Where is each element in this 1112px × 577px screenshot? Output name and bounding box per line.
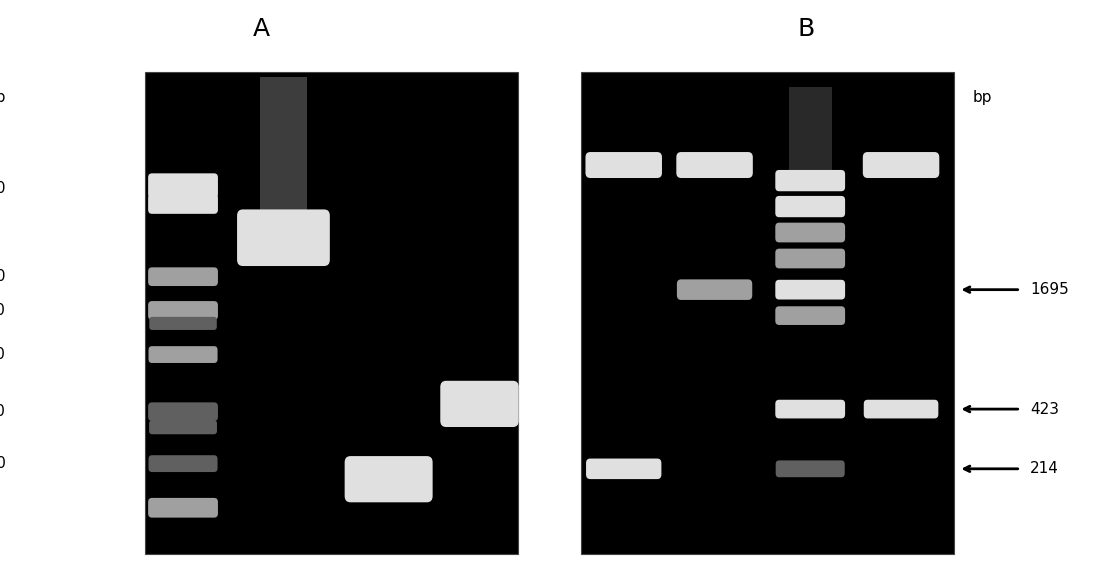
Text: 423: 423 (1030, 402, 1059, 417)
FancyBboxPatch shape (864, 400, 939, 418)
Text: 100: 100 (0, 456, 7, 471)
FancyBboxPatch shape (345, 456, 433, 503)
Bar (145, 72, 518, 554)
Bar (259, 77, 307, 238)
FancyBboxPatch shape (148, 267, 218, 286)
Text: 1000: 1000 (0, 269, 7, 284)
FancyBboxPatch shape (863, 152, 940, 178)
Text: 6: 6 (895, 46, 906, 64)
Text: 1: 1 (278, 46, 289, 64)
Text: bp: bp (0, 90, 7, 105)
Text: 2: 2 (383, 46, 395, 64)
FancyBboxPatch shape (149, 420, 217, 434)
Text: A: A (252, 17, 270, 42)
FancyBboxPatch shape (775, 196, 845, 217)
FancyBboxPatch shape (148, 301, 218, 320)
FancyBboxPatch shape (237, 209, 330, 266)
Text: 500: 500 (0, 347, 7, 362)
Text: 214: 214 (1030, 462, 1059, 476)
FancyBboxPatch shape (586, 459, 662, 479)
Text: 2000: 2000 (0, 181, 7, 196)
FancyBboxPatch shape (149, 455, 218, 472)
FancyBboxPatch shape (149, 317, 217, 330)
FancyBboxPatch shape (775, 223, 845, 242)
Text: bp: bp (973, 90, 992, 105)
Text: 3: 3 (474, 46, 485, 64)
Text: M: M (176, 46, 191, 64)
FancyBboxPatch shape (776, 460, 845, 477)
Bar (580, 72, 954, 554)
FancyBboxPatch shape (148, 194, 218, 214)
FancyBboxPatch shape (775, 280, 845, 299)
Text: B: B (797, 17, 815, 42)
Text: 4: 4 (618, 46, 629, 64)
FancyBboxPatch shape (440, 381, 518, 427)
FancyBboxPatch shape (148, 173, 218, 198)
FancyBboxPatch shape (775, 249, 845, 268)
Text: 1695: 1695 (1030, 282, 1069, 297)
Text: 750: 750 (0, 303, 7, 318)
FancyBboxPatch shape (775, 400, 845, 418)
Text: 5: 5 (708, 46, 721, 64)
Bar (788, 87, 832, 175)
FancyBboxPatch shape (775, 170, 845, 191)
FancyBboxPatch shape (677, 279, 752, 300)
FancyBboxPatch shape (149, 346, 218, 363)
FancyBboxPatch shape (148, 498, 218, 518)
Text: M: M (803, 46, 818, 64)
Text: 250: 250 (0, 404, 7, 419)
FancyBboxPatch shape (586, 152, 662, 178)
FancyBboxPatch shape (775, 306, 845, 325)
FancyBboxPatch shape (148, 402, 218, 421)
FancyBboxPatch shape (676, 152, 753, 178)
